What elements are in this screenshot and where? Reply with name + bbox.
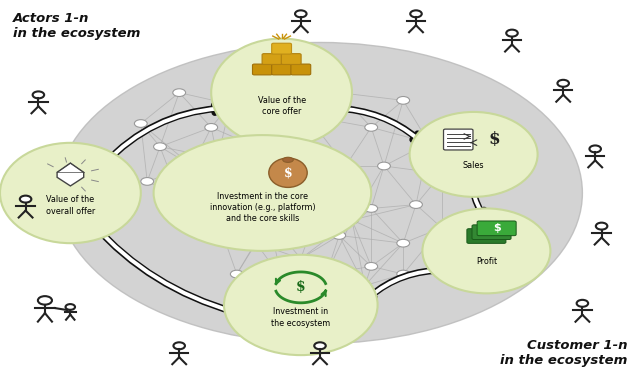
Circle shape [224, 100, 237, 108]
Circle shape [173, 193, 186, 201]
Circle shape [38, 296, 52, 305]
Circle shape [333, 232, 346, 239]
Ellipse shape [211, 39, 352, 147]
Text: Sales: Sales [463, 161, 484, 169]
Circle shape [230, 270, 243, 278]
FancyBboxPatch shape [282, 54, 301, 64]
Circle shape [397, 270, 410, 278]
Text: $: $ [284, 166, 292, 179]
Circle shape [314, 342, 326, 349]
Circle shape [410, 10, 422, 17]
Circle shape [365, 124, 378, 131]
FancyArrowPatch shape [93, 225, 234, 312]
Text: Investment in the core
innovation (e.g., platform)
and the core skills: Investment in the core innovation (e.g.,… [209, 192, 316, 223]
Circle shape [250, 143, 262, 151]
Text: $: $ [488, 131, 500, 148]
Circle shape [20, 196, 31, 203]
Circle shape [365, 205, 378, 212]
Ellipse shape [224, 255, 378, 355]
Text: Value of the
core offer: Value of the core offer [257, 96, 306, 116]
Circle shape [211, 154, 224, 162]
FancyArrowPatch shape [260, 140, 265, 142]
FancyArrowPatch shape [92, 223, 234, 312]
Text: $: $ [493, 223, 500, 233]
Circle shape [339, 162, 352, 170]
Ellipse shape [410, 112, 538, 197]
Circle shape [577, 300, 588, 307]
Circle shape [435, 224, 448, 232]
Circle shape [173, 342, 185, 349]
FancyBboxPatch shape [477, 221, 516, 235]
Ellipse shape [154, 135, 371, 251]
Circle shape [141, 178, 154, 185]
Circle shape [346, 216, 358, 224]
FancyBboxPatch shape [467, 229, 506, 244]
Text: Customer 1-n
in the ecosystem: Customer 1-n in the ecosystem [500, 339, 627, 367]
FancyArrowPatch shape [474, 196, 484, 214]
Circle shape [294, 255, 307, 262]
Ellipse shape [422, 208, 550, 293]
Text: Profit: Profit [476, 257, 497, 266]
Circle shape [205, 124, 218, 131]
FancyArrowPatch shape [335, 108, 417, 140]
Circle shape [173, 89, 186, 96]
Circle shape [186, 162, 198, 170]
Circle shape [134, 120, 147, 127]
Circle shape [378, 162, 390, 170]
Polygon shape [57, 163, 84, 186]
FancyArrowPatch shape [335, 108, 419, 141]
Circle shape [250, 239, 262, 247]
Circle shape [301, 112, 314, 120]
Circle shape [397, 96, 410, 104]
Circle shape [314, 201, 326, 208]
FancyArrowPatch shape [104, 105, 217, 164]
Circle shape [333, 89, 346, 96]
Ellipse shape [58, 42, 582, 344]
FancyArrowPatch shape [259, 140, 266, 144]
FancyBboxPatch shape [444, 129, 473, 150]
FancyBboxPatch shape [472, 225, 511, 239]
Circle shape [435, 170, 448, 178]
Ellipse shape [269, 158, 307, 188]
Circle shape [65, 304, 75, 310]
Circle shape [358, 282, 371, 290]
Circle shape [365, 262, 378, 270]
Circle shape [211, 216, 224, 224]
Text: Actors 1-n
in the ecosystem: Actors 1-n in the ecosystem [13, 12, 140, 40]
Circle shape [33, 91, 44, 98]
FancyBboxPatch shape [291, 64, 311, 75]
Circle shape [154, 143, 166, 151]
Text: $: $ [296, 280, 306, 295]
Ellipse shape [283, 157, 293, 163]
Ellipse shape [0, 143, 141, 243]
Text: Investment in
the ecosystem: Investment in the ecosystem [271, 307, 330, 328]
FancyBboxPatch shape [262, 54, 282, 64]
Circle shape [596, 223, 607, 230]
Circle shape [422, 139, 435, 147]
Circle shape [295, 10, 307, 17]
Circle shape [262, 216, 275, 224]
Circle shape [320, 270, 333, 278]
FancyArrowPatch shape [368, 270, 445, 298]
Circle shape [589, 146, 601, 152]
Circle shape [506, 30, 518, 37]
Text: Value of the
overall offer: Value of the overall offer [46, 195, 95, 216]
FancyArrowPatch shape [104, 106, 219, 164]
Circle shape [397, 239, 410, 247]
FancyArrowPatch shape [369, 270, 445, 298]
Circle shape [410, 201, 422, 208]
Circle shape [275, 274, 288, 282]
FancyArrowPatch shape [474, 196, 484, 216]
FancyBboxPatch shape [272, 43, 292, 54]
FancyBboxPatch shape [272, 64, 292, 75]
FancyBboxPatch shape [253, 64, 273, 75]
Circle shape [557, 80, 569, 87]
